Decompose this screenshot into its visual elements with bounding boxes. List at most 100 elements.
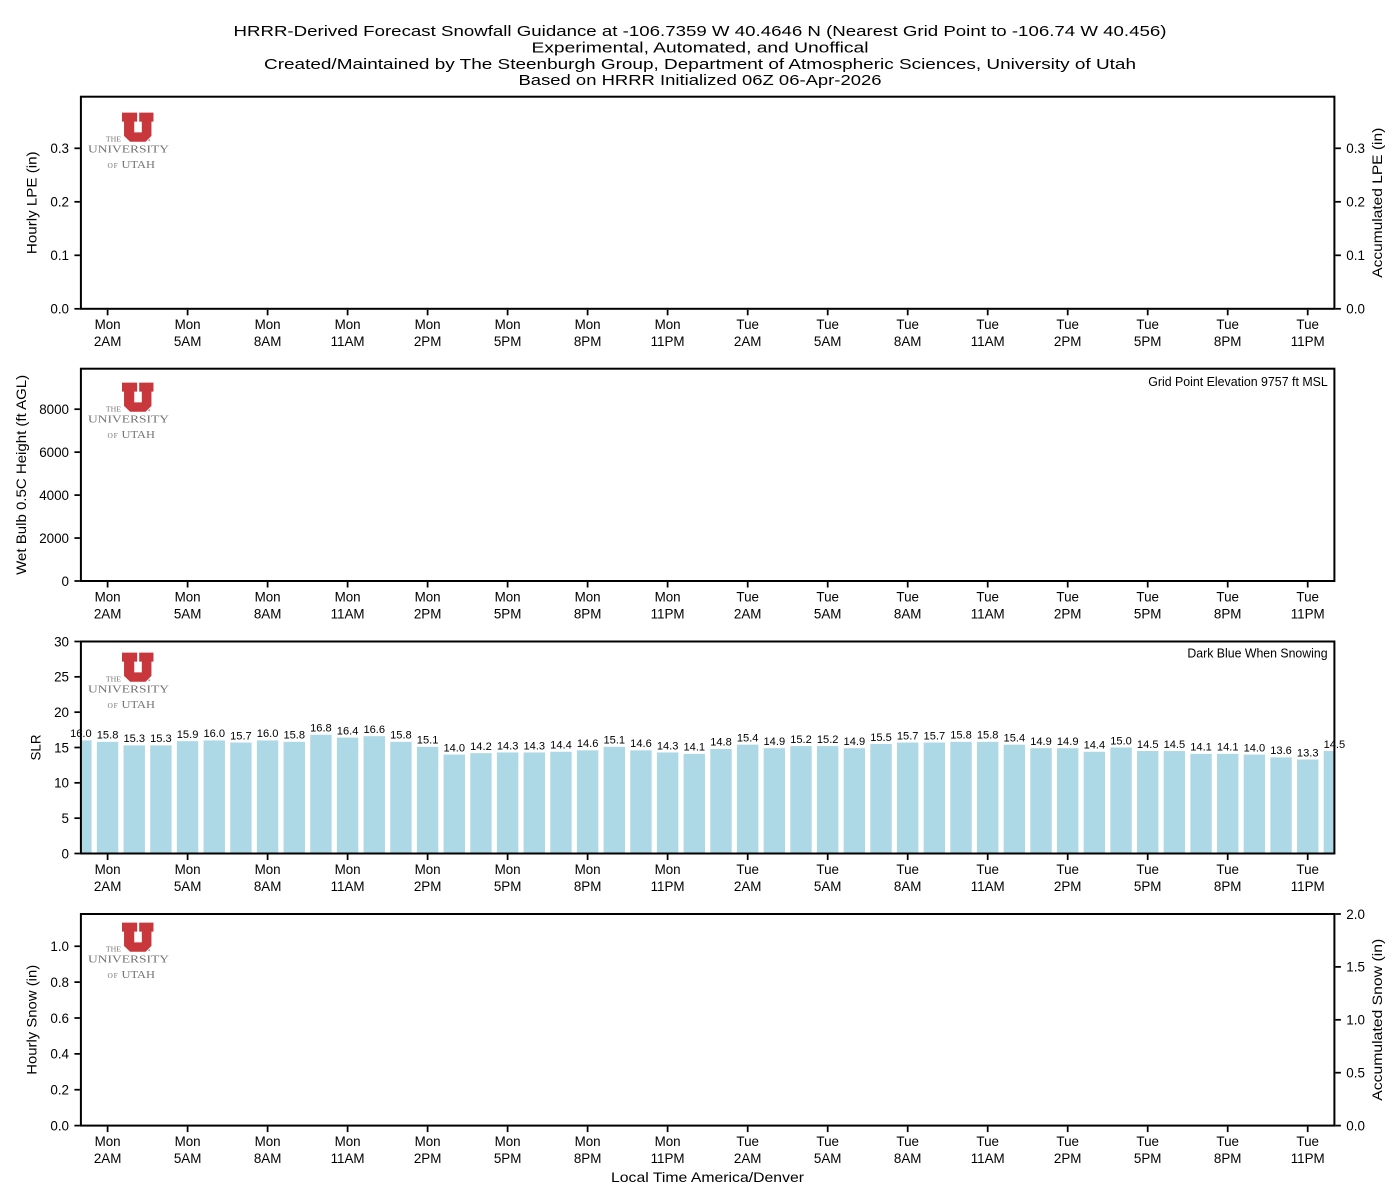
svg-text:2AM: 2AM bbox=[734, 334, 762, 349]
svg-text:4000: 4000 bbox=[39, 488, 69, 503]
svg-text:2AM: 2AM bbox=[734, 879, 762, 894]
svg-text:5AM: 5AM bbox=[174, 1151, 202, 1166]
svg-text:14.8: 14.8 bbox=[710, 737, 732, 749]
svg-text:Local Time America/Denver: Local Time America/Denver bbox=[611, 1169, 804, 1185]
svg-text:2PM: 2PM bbox=[414, 1151, 442, 1166]
svg-text:14.1: 14.1 bbox=[1217, 742, 1239, 754]
svg-text:14.3: 14.3 bbox=[523, 740, 545, 752]
svg-text:8AM: 8AM bbox=[254, 606, 282, 621]
svg-text:8PM: 8PM bbox=[574, 1151, 602, 1166]
svg-text:14.5: 14.5 bbox=[1164, 739, 1186, 751]
svg-text:11AM: 11AM bbox=[331, 879, 365, 894]
svg-text:2AM: 2AM bbox=[94, 334, 122, 349]
svg-text:Mon: Mon bbox=[415, 1134, 441, 1149]
svg-text:5PM: 5PM bbox=[494, 879, 522, 894]
svg-text:13.6: 13.6 bbox=[1270, 745, 1292, 757]
svg-text:2PM: 2PM bbox=[1054, 334, 1082, 349]
svg-text:Mon: Mon bbox=[175, 862, 201, 877]
svg-text:11PM: 11PM bbox=[1291, 879, 1325, 894]
svg-text:2.0: 2.0 bbox=[1346, 907, 1365, 922]
svg-text:8AM: 8AM bbox=[254, 334, 282, 349]
svg-text:1.0: 1.0 bbox=[1346, 1013, 1365, 1028]
svg-text:11PM: 11PM bbox=[651, 606, 685, 621]
svg-text:5AM: 5AM bbox=[814, 879, 842, 894]
svg-text:8PM: 8PM bbox=[1214, 879, 1242, 894]
svg-text:14.2: 14.2 bbox=[470, 741, 492, 753]
svg-text:Tue: Tue bbox=[976, 1134, 999, 1149]
svg-text:Tue: Tue bbox=[896, 1134, 919, 1149]
svg-text:Mon: Mon bbox=[335, 862, 361, 877]
svg-text:Tue: Tue bbox=[1216, 317, 1239, 332]
svg-text:Mon: Mon bbox=[255, 862, 281, 877]
svg-text:11PM: 11PM bbox=[651, 1151, 685, 1166]
svg-text:15.1: 15.1 bbox=[604, 735, 626, 747]
svg-text:Tue: Tue bbox=[1216, 589, 1239, 604]
svg-text:Tue: Tue bbox=[976, 589, 999, 604]
svg-text:16.0: 16.0 bbox=[203, 728, 225, 740]
svg-text:Mon: Mon bbox=[495, 317, 521, 332]
svg-text:Mon: Mon bbox=[255, 1134, 281, 1149]
svg-text:Mon: Mon bbox=[255, 317, 281, 332]
svg-text:14.4: 14.4 bbox=[550, 740, 572, 752]
svg-text:11AM: 11AM bbox=[331, 334, 365, 349]
svg-text:8AM: 8AM bbox=[894, 879, 922, 894]
svg-text:30: 30 bbox=[54, 634, 69, 649]
svg-text:Tue: Tue bbox=[1056, 1134, 1079, 1149]
svg-text:2AM: 2AM bbox=[94, 606, 122, 621]
svg-text:14.9: 14.9 bbox=[764, 736, 786, 748]
svg-text:15.9: 15.9 bbox=[177, 729, 199, 741]
svg-text:11AM: 11AM bbox=[971, 1151, 1005, 1166]
svg-text:14.1: 14.1 bbox=[1190, 742, 1212, 754]
svg-text:6000: 6000 bbox=[39, 445, 69, 460]
svg-text:5AM: 5AM bbox=[814, 334, 842, 349]
svg-text:Tue: Tue bbox=[1296, 317, 1319, 332]
svg-text:14.5: 14.5 bbox=[1324, 739, 1346, 751]
svg-text:2PM: 2PM bbox=[414, 879, 442, 894]
svg-text:10: 10 bbox=[54, 776, 69, 791]
svg-text:5PM: 5PM bbox=[1134, 606, 1162, 621]
svg-text:Mon: Mon bbox=[415, 317, 441, 332]
svg-text:Created/Maintained by The Stee: Created/Maintained by The Steenburgh Gro… bbox=[264, 57, 1136, 73]
svg-text:11PM: 11PM bbox=[651, 879, 685, 894]
svg-text:20: 20 bbox=[54, 705, 69, 720]
svg-text:HRRR-Derived Forecast Snowfall: HRRR-Derived Forecast Snowfall Guidance … bbox=[234, 24, 1167, 40]
svg-text:Tue: Tue bbox=[1056, 862, 1079, 877]
svg-text:16.0: 16.0 bbox=[257, 728, 279, 740]
svg-text:0.2: 0.2 bbox=[50, 1083, 69, 1098]
svg-text:0.4: 0.4 bbox=[50, 1047, 69, 1062]
svg-text:11AM: 11AM bbox=[971, 879, 1005, 894]
svg-text:15.4: 15.4 bbox=[1004, 732, 1026, 744]
svg-text:8PM: 8PM bbox=[1214, 1151, 1242, 1166]
svg-text:0.0: 0.0 bbox=[1346, 302, 1365, 317]
svg-text:Grid Point Elevation 9757 ft M: Grid Point Elevation 9757 ft MSL bbox=[1148, 374, 1328, 389]
svg-text:15.8: 15.8 bbox=[283, 730, 305, 742]
svg-text:Tue: Tue bbox=[816, 317, 839, 332]
svg-text:2AM: 2AM bbox=[734, 606, 762, 621]
svg-text:11PM: 11PM bbox=[1291, 334, 1325, 349]
svg-text:5AM: 5AM bbox=[174, 606, 202, 621]
svg-text:Mon: Mon bbox=[655, 862, 681, 877]
svg-text:14.5: 14.5 bbox=[1137, 739, 1159, 751]
svg-text:Tue: Tue bbox=[816, 1134, 839, 1149]
svg-text:15.7: 15.7 bbox=[897, 730, 919, 742]
svg-text:5PM: 5PM bbox=[1134, 1151, 1162, 1166]
svg-text:Accumulated LPE (in): Accumulated LPE (in) bbox=[1369, 128, 1385, 278]
svg-text:15.3: 15.3 bbox=[150, 733, 172, 745]
svg-text:14.0: 14.0 bbox=[443, 742, 465, 754]
svg-text:14.6: 14.6 bbox=[577, 738, 599, 750]
svg-text:11AM: 11AM bbox=[971, 606, 1005, 621]
svg-text:5PM: 5PM bbox=[1134, 879, 1162, 894]
svg-text:2000: 2000 bbox=[39, 531, 69, 546]
svg-text:Tue: Tue bbox=[816, 862, 839, 877]
svg-text:14.6: 14.6 bbox=[630, 738, 652, 750]
svg-text:Mon: Mon bbox=[415, 589, 441, 604]
svg-text:Tue: Tue bbox=[1296, 589, 1319, 604]
svg-text:Mon: Mon bbox=[335, 589, 361, 604]
svg-text:Tue: Tue bbox=[1216, 1134, 1239, 1149]
svg-text:14.9: 14.9 bbox=[1057, 736, 1079, 748]
svg-text:0.0: 0.0 bbox=[50, 1118, 69, 1133]
svg-text:Mon: Mon bbox=[575, 317, 601, 332]
svg-text:15.8: 15.8 bbox=[390, 730, 412, 742]
svg-text:Tue: Tue bbox=[1136, 589, 1159, 604]
svg-text:2PM: 2PM bbox=[1054, 879, 1082, 894]
